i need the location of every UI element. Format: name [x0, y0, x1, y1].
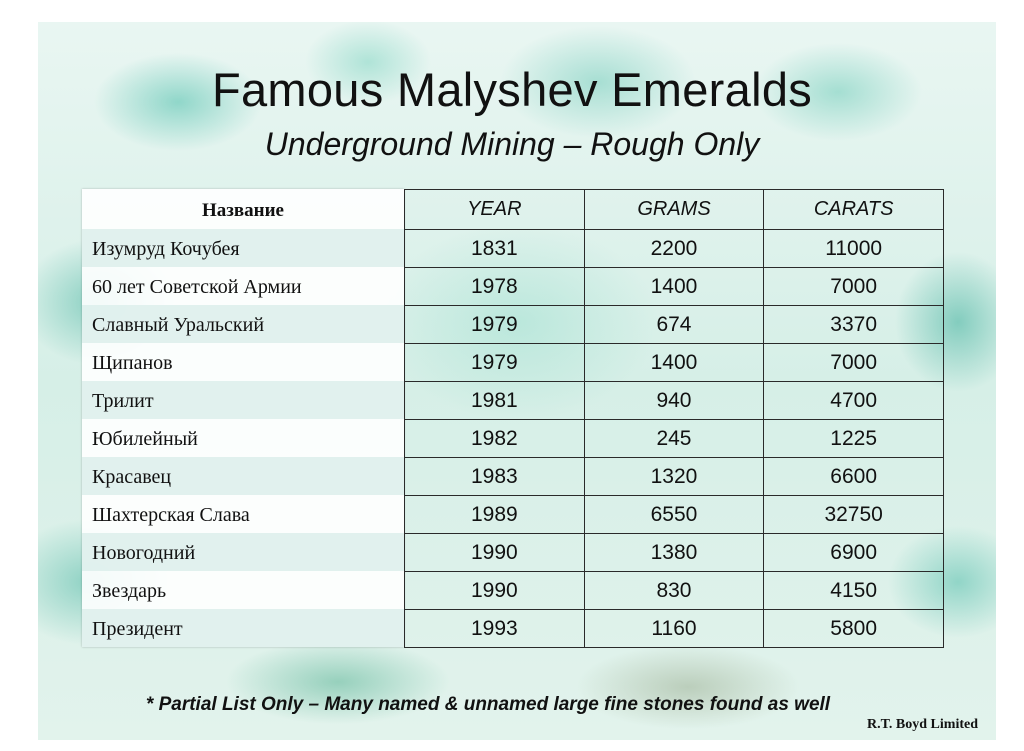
- footnote-text: * Partial List Only – Many named & unnam…: [145, 694, 831, 715]
- table-row: 1831 2200 11000: [404, 229, 944, 268]
- table-row: 1989 6550 32750: [404, 495, 944, 534]
- table-row: 1979 1400 7000: [404, 343, 944, 382]
- name-cell: Славный Уральский: [82, 305, 404, 343]
- carats-cell: 7000: [763, 343, 944, 382]
- year-cell: 1982: [404, 419, 585, 458]
- carats-cell: 4150: [763, 571, 944, 610]
- year-cell: 1981: [404, 381, 585, 420]
- table-row: 1990 1380 6900: [404, 533, 944, 572]
- year-cell: 1979: [404, 305, 585, 344]
- table-row: 1981 940 4700: [404, 381, 944, 420]
- emerald-data-table: YEAR GRAMS CARATS 1831 2200 11000 1978 1…: [404, 189, 944, 648]
- carats-cell: 3370: [763, 305, 944, 344]
- name-cell: Щипанов: [92, 352, 173, 374]
- name-cell: Шахтерская Слава: [92, 504, 250, 526]
- table-row: 1978 1400 7000: [404, 267, 944, 306]
- grams-header: GRAMS: [583, 189, 765, 230]
- name-cell: Новогодний: [82, 533, 404, 571]
- name-cell: Изумруд Кочубея: [82, 229, 404, 267]
- grams-cell: 674: [583, 305, 765, 344]
- grams-cell: 940: [583, 381, 765, 420]
- carats-cell: 5800: [763, 609, 944, 648]
- table-row: 1979 674 3370: [404, 305, 944, 344]
- name-cell: Президент: [82, 609, 404, 647]
- year-cell: 1989: [404, 495, 585, 534]
- year-cell: 1831: [404, 229, 585, 268]
- grams-cell: 1160: [583, 609, 765, 648]
- name-column-header: Название: [201, 200, 284, 221]
- grams-cell: 6550: [583, 495, 765, 534]
- carats-cell: 1225: [763, 419, 944, 458]
- year-cell: 1979: [404, 343, 585, 382]
- grams-cell: 1320: [583, 457, 765, 496]
- credit-text: R.T. Boyd Limited: [867, 717, 978, 732]
- carats-cell: 7000: [763, 267, 944, 306]
- table-row: 1993 1160 5800: [404, 609, 944, 648]
- footnote: * Partial List Only – Many named & unnam…: [0, 694, 1024, 716]
- name-cell: Красавец: [82, 457, 404, 495]
- grams-cell: 245: [583, 419, 765, 458]
- year-cell: 1978: [404, 267, 585, 306]
- year-cell: 1993: [404, 609, 585, 648]
- table-header-row: YEAR GRAMS CARATS: [404, 189, 944, 230]
- year-cell: 1990: [404, 571, 585, 610]
- carats-cell: 6600: [763, 457, 944, 496]
- table-row: 1982 245 1225: [404, 419, 944, 458]
- carats-header: CARATS: [763, 189, 944, 230]
- page-title: Famous Malyshev Emeralds: [211, 63, 813, 116]
- table-row: 1990 830 4150: [404, 571, 944, 610]
- grams-cell: 830: [583, 571, 765, 610]
- year-cell: 1983: [404, 457, 585, 496]
- name-cell: Юбилейный: [92, 428, 198, 450]
- carats-cell: 32750: [763, 495, 944, 534]
- page-subtitle: Underground Mining – Rough Only: [264, 126, 760, 162]
- grams-cell: 1400: [583, 267, 765, 306]
- year-cell: 1990: [404, 533, 585, 572]
- year-header: YEAR: [404, 189, 585, 230]
- name-column: Название Изумруд Кочубея 60 лет Советско…: [82, 189, 404, 647]
- grams-cell: 2200: [583, 229, 765, 268]
- name-cell: Звездарь: [92, 580, 167, 602]
- carats-cell: 4700: [763, 381, 944, 420]
- grams-cell: 1380: [583, 533, 765, 572]
- table-row: 1983 1320 6600: [404, 457, 944, 496]
- carats-cell: 6900: [763, 533, 944, 572]
- carats-cell: 11000: [763, 229, 944, 268]
- grams-cell: 1400: [583, 343, 765, 382]
- name-cell: 60 лет Советской Армии: [92, 276, 302, 298]
- name-cell: Трилит: [82, 381, 404, 419]
